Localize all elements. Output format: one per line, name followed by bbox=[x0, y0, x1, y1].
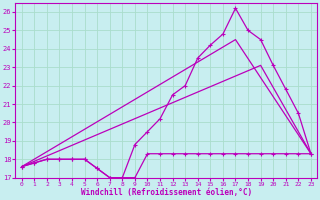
X-axis label: Windchill (Refroidissement éolien,°C): Windchill (Refroidissement éolien,°C) bbox=[81, 188, 252, 197]
